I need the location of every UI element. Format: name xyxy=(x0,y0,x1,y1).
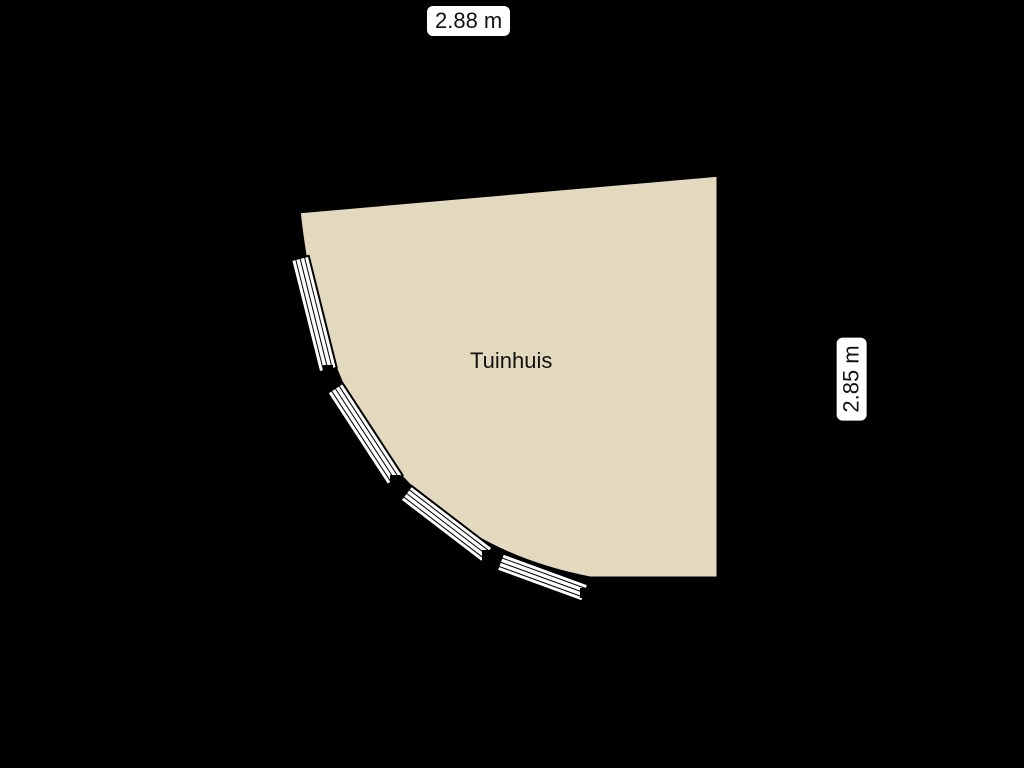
room-shape xyxy=(297,173,720,580)
floorplan-svg xyxy=(0,0,1024,768)
window-post xyxy=(580,588,590,598)
dimension-right: 2.85 m xyxy=(837,337,867,420)
room-label-tuinhuis: Tuinhuis xyxy=(470,348,552,374)
window-post xyxy=(482,550,492,560)
window-post xyxy=(323,365,333,375)
window-post xyxy=(390,475,400,485)
dimension-top: 2.88 m xyxy=(427,6,510,36)
floorplan-canvas: 2.88 m 2.85 m Tuinhuis xyxy=(0,0,1024,768)
